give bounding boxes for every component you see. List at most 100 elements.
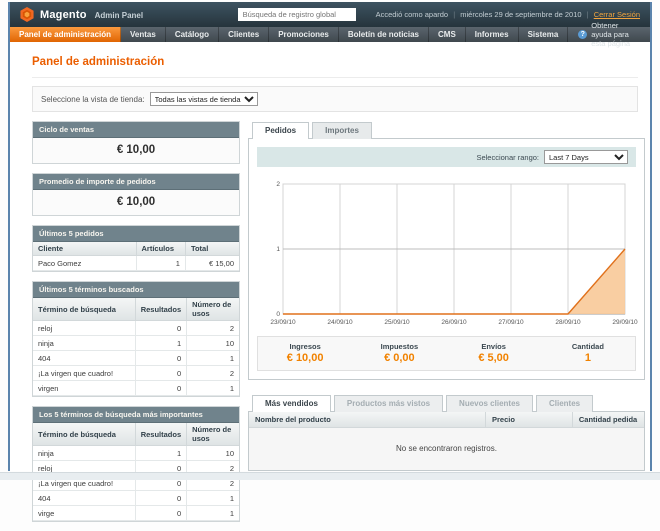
cell-results: 1 <box>134 335 188 351</box>
session-info: Accedió como apardo | miércoles 29 de se… <box>376 10 640 19</box>
grid-header: Nombre del producto Precio Cantidad pedi… <box>249 412 644 428</box>
empty-records-message: No se encontraron registros. <box>249 428 644 470</box>
table-row[interactable]: Paco Gomez 1 € 15,00 <box>33 255 239 271</box>
cell-term: ninja <box>33 445 136 461</box>
content-area: Panel de administración Seleccione la vi… <box>10 42 650 531</box>
svg-text:23/09/10: 23/09/10 <box>270 319 296 326</box>
tab-amounts[interactable]: Importes <box>312 122 372 139</box>
column-header[interactable]: Cliente <box>33 242 137 256</box>
nav-item-newsletter[interactable]: Boletín de noticias <box>339 27 429 42</box>
cell-term: ninja <box>33 335 136 351</box>
brand-subtitle: Admin Panel <box>94 11 144 20</box>
bestsellers-grid: Nombre del producto Precio Cantidad pedi… <box>248 411 645 471</box>
brand-name: Magento <box>40 8 87 21</box>
cell-items: 1 <box>135 255 186 271</box>
column-header[interactable]: Número de usos <box>186 423 239 446</box>
logout-link[interactable]: Cerrar Sesión <box>593 10 640 19</box>
title-row: Panel de administración <box>32 52 638 78</box>
cell-uses: 2 <box>186 320 239 336</box>
last-search-terms-box: Últimos 5 términos buscados Término de b… <box>32 281 240 397</box>
table-row[interactable]: reloj 0 2 <box>33 320 239 336</box>
header-bar: Magento Admin Panel Accedió como apardo … <box>10 2 650 27</box>
column-header[interactable]: Número de usos <box>186 298 239 321</box>
column-header[interactable]: Nombre del producto <box>249 412 486 427</box>
bottom-section: Más vendidos Productos más vistos Nuevos… <box>248 394 645 471</box>
svg-text:27/09/10: 27/09/10 <box>498 319 524 326</box>
box-title: Los 5 términos de búsqueda más important… <box>33 407 239 423</box>
main-nav: Panel de administración Ventas Catálogo … <box>10 21 650 48</box>
magento-logo-icon <box>20 7 34 22</box>
last-orders-box: Últimos 5 pedidos Cliente Artículos Tota… <box>32 225 240 272</box>
table-row[interactable]: ¡La virgen que cuadro! 0 2 <box>33 365 239 381</box>
nav-item-catalog[interactable]: Catálogo <box>166 27 220 42</box>
nav-item-sales[interactable]: Ventas <box>121 27 166 42</box>
cell-uses: 10 <box>186 335 239 351</box>
nav-item-system[interactable]: Sistema <box>519 27 569 42</box>
column-header[interactable]: Total <box>184 242 239 256</box>
box-title: Ciclo de ventas <box>33 122 239 138</box>
cell-term: 404 <box>33 490 136 506</box>
svg-text:2: 2 <box>276 181 280 188</box>
nav-item-promotions[interactable]: Promociones <box>269 27 339 42</box>
column-header[interactable]: Resultados <box>134 423 188 446</box>
cell-uses: 1 <box>186 490 239 506</box>
lifetime-sales-value: € 10,00 <box>33 138 239 163</box>
cell-uses: 2 <box>186 365 239 381</box>
tab-customers[interactable]: Clientes <box>535 395 594 412</box>
metric-value: 1 <box>584 352 591 364</box>
nav-item-dashboard[interactable]: Panel de administración <box>10 27 122 42</box>
box-title: Últimos 5 términos buscados <box>33 282 239 298</box>
metric-quantity: Cantidad 1 <box>541 342 635 364</box>
cell-results: 0 <box>134 490 188 506</box>
nav-item-customers[interactable]: Clientes <box>219 27 270 42</box>
tab-orders[interactable]: Pedidos <box>252 122 310 139</box>
table-row[interactable]: 404 0 1 <box>33 350 239 366</box>
page-title: Panel de administración <box>32 56 165 68</box>
tab-most-viewed[interactable]: Productos más vistos <box>333 395 444 412</box>
svg-text:25/09/10: 25/09/10 <box>384 319 410 326</box>
help-icon: ? <box>578 30 588 39</box>
dashboard-chart: 23/09/10 24/09/10 25/09/10 26/09/10 27/09/10… <box>270 181 638 326</box>
global-search-input[interactable] <box>237 8 356 21</box>
store-switcher-select[interactable]: Todas las vistas de tienda <box>149 92 258 106</box>
box-title: Últimos 5 pedidos <box>33 226 239 242</box>
last-orders-table: Cliente Artículos Total Paco Gomez 1 € 1… <box>33 242 239 271</box>
range-label: Seleccionar rango: <box>476 152 539 162</box>
table-row[interactable]: 404 0 1 <box>33 490 239 506</box>
cell-uses: 1 <box>186 350 239 366</box>
metric-revenue: Ingresos € 10,00 <box>258 342 352 364</box>
tab-bestsellers[interactable]: Más vendidos <box>252 395 331 412</box>
table-row[interactable]: virgen 0 1 <box>33 380 239 396</box>
table-row[interactable]: ninja 1 10 <box>33 335 239 351</box>
column-header[interactable]: Cantidad pedida <box>578 415 638 424</box>
current-date: miércoles 29 de septiembre de 2010 <box>460 10 582 19</box>
chart-container: 23/09/10 24/09/10 25/09/10 26/09/10 27/09/10… <box>259 177 638 327</box>
column-header[interactable]: Resultados <box>134 298 188 321</box>
column-header[interactable]: Término de búsqueda <box>33 298 136 321</box>
metric-value: € 0,00 <box>384 352 415 364</box>
column-header[interactable]: Artículos <box>135 242 186 256</box>
range-select[interactable]: Last 7 Days <box>544 150 628 164</box>
dashboard: Ciclo de ventas € 10,00 Promedio de impo… <box>32 121 645 531</box>
nav-item-reports[interactable]: Informes <box>466 27 519 42</box>
metrics-strip: Ingresos € 10,00 Impuestos € 0,00 Envíos… <box>257 336 636 371</box>
table-row[interactable]: ninja 1 10 <box>33 445 239 461</box>
tab-new-customers[interactable]: Nuevos clientes <box>446 395 533 412</box>
cell-total: € 15,00 <box>184 255 239 271</box>
column-header[interactable]: Precio <box>486 412 573 427</box>
cell-results: 0 <box>134 320 188 336</box>
metric-value: € 10,00 <box>286 352 324 364</box>
metric-value: € 5,00 <box>478 352 509 364</box>
nav-item-cms[interactable]: CMS <box>429 27 466 42</box>
admin-page: Magento Admin Panel Accedió como apardo … <box>8 2 652 522</box>
cell-term: virge <box>33 505 136 521</box>
table-row[interactable]: virge 0 1 <box>33 505 239 521</box>
products-tabs: Más vendidos Productos más vistos Nuevos… <box>248 394 645 412</box>
average-orders-box: Promedio de importe de pedidos € 10,00 <box>32 173 240 216</box>
cell-term: 404 <box>33 350 136 366</box>
column-header[interactable]: Término de búsqueda <box>33 423 136 446</box>
metric-tax: Impuestos € 0,00 <box>352 342 446 364</box>
svg-text:0: 0 <box>276 311 280 318</box>
metric-label: Ingresos <box>289 342 321 351</box>
get-help-link[interactable]: ? Obtener ayuda para esta página <box>568 21 650 48</box>
